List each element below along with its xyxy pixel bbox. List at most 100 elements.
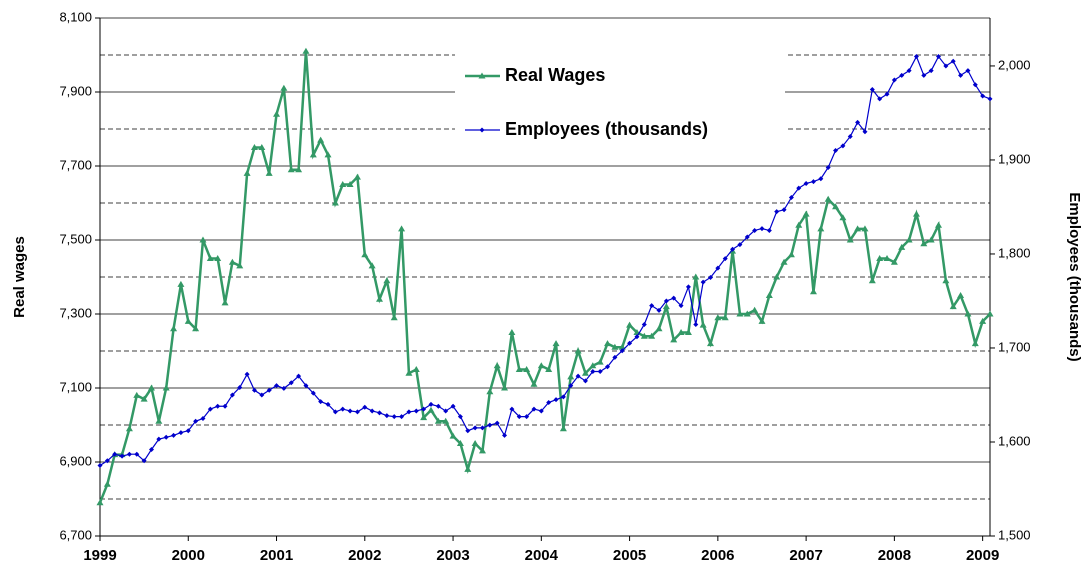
point xyxy=(581,369,589,376)
point xyxy=(699,321,707,328)
point xyxy=(148,447,154,453)
point xyxy=(112,451,118,457)
point xyxy=(347,408,353,414)
point xyxy=(133,391,141,398)
point xyxy=(824,195,832,202)
point xyxy=(399,414,405,420)
point xyxy=(553,397,559,403)
point xyxy=(537,362,545,369)
point xyxy=(405,369,413,376)
point xyxy=(516,414,522,420)
point xyxy=(281,385,287,391)
point xyxy=(457,414,463,420)
point xyxy=(384,413,390,419)
point xyxy=(781,207,787,213)
point xyxy=(376,295,384,302)
point xyxy=(456,440,464,446)
x-tick-label: 2003 xyxy=(436,547,469,564)
point xyxy=(877,96,883,102)
point xyxy=(125,425,133,432)
point xyxy=(715,265,721,271)
point xyxy=(185,428,191,434)
point xyxy=(611,343,619,350)
point xyxy=(97,462,103,468)
point xyxy=(899,72,905,78)
point xyxy=(325,401,331,407)
point xyxy=(134,451,140,457)
point xyxy=(303,383,309,389)
point xyxy=(692,273,700,280)
point xyxy=(575,373,581,379)
point xyxy=(662,303,670,310)
point xyxy=(302,47,310,54)
point xyxy=(949,303,957,310)
point xyxy=(501,384,509,391)
point xyxy=(964,310,972,317)
point xyxy=(905,236,913,243)
point xyxy=(605,364,611,370)
point xyxy=(155,417,163,424)
point xyxy=(787,251,795,258)
point xyxy=(774,209,780,215)
point xyxy=(706,340,714,347)
point xyxy=(825,164,831,170)
y-tick-label: 7,700 xyxy=(59,157,92,172)
point xyxy=(582,378,588,384)
point xyxy=(383,277,391,284)
point xyxy=(119,453,125,459)
point xyxy=(693,321,699,327)
point xyxy=(244,371,250,377)
point xyxy=(634,334,640,340)
point xyxy=(317,136,325,143)
point xyxy=(942,277,950,284)
x-tick-label: 2002 xyxy=(348,547,381,564)
point xyxy=(509,406,515,412)
point xyxy=(862,129,868,135)
y2-axis-label: Employees (thousands) xyxy=(1066,192,1083,361)
point xyxy=(104,458,110,464)
point xyxy=(722,256,728,262)
point xyxy=(596,358,604,365)
point xyxy=(936,54,942,60)
point xyxy=(927,236,935,243)
point xyxy=(449,432,457,439)
point xyxy=(604,340,612,347)
y2-tick-label: 1,800 xyxy=(998,245,1031,260)
point xyxy=(971,340,979,347)
point xyxy=(656,307,662,313)
point xyxy=(928,68,934,74)
point xyxy=(478,447,486,454)
point xyxy=(965,68,971,74)
point xyxy=(162,384,170,391)
point xyxy=(737,242,743,248)
point xyxy=(486,388,494,395)
point xyxy=(427,406,435,413)
point xyxy=(847,133,853,139)
point xyxy=(215,403,221,409)
point xyxy=(700,279,706,285)
point xyxy=(487,422,493,428)
point xyxy=(435,403,441,409)
point xyxy=(199,236,207,243)
point xyxy=(177,280,185,287)
y-tick-label: 6,700 xyxy=(59,527,92,542)
point xyxy=(589,362,597,369)
point xyxy=(809,288,817,295)
point xyxy=(390,314,398,321)
point xyxy=(884,91,890,97)
y-tick-label: 8,100 xyxy=(59,9,92,24)
point xyxy=(869,86,875,92)
point xyxy=(943,63,949,69)
point xyxy=(369,408,375,414)
point xyxy=(508,329,516,335)
point xyxy=(443,408,449,414)
point xyxy=(258,144,266,150)
point xyxy=(472,425,478,431)
point xyxy=(193,418,199,424)
point xyxy=(420,414,428,421)
point xyxy=(590,368,596,374)
point xyxy=(465,428,471,434)
point xyxy=(309,151,317,158)
point xyxy=(832,203,840,210)
